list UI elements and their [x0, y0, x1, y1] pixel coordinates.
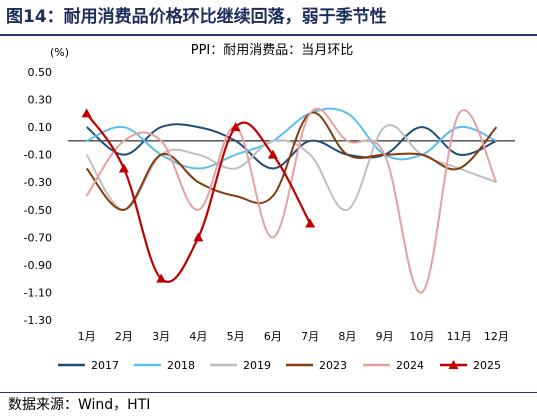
source-note: 数据来源：Wind，HTI	[8, 397, 151, 413]
legend-label-2023: 2023	[319, 359, 347, 372]
y-tick-label: -0.90	[24, 259, 52, 272]
legend: 2017 2018 2019 2023 2024 2025	[58, 359, 501, 372]
x-tick-label: 3月	[152, 330, 170, 343]
series-line-2017	[85, 123, 497, 170]
y-tick-label: -0.70	[24, 231, 52, 244]
series-line-2023	[85, 111, 498, 211]
y-tick-label: -0.10	[24, 149, 52, 162]
x-tick-label: 9月	[376, 330, 394, 343]
series-line-2024	[85, 107, 498, 294]
y-axis-unit-label: (%)	[50, 46, 69, 59]
chart: PPI：耐用消费品：当月环比 (%) 0.50 0.30 0.10 -0.10 -0.3…	[24, 43, 515, 372]
x-tick-label: 8月	[338, 330, 356, 343]
data-point-2025	[267, 149, 278, 159]
chart-title: PPI：耐用消费品：当月环比	[191, 43, 354, 58]
y-tick-label: -0.50	[24, 204, 52, 217]
legend-label-2019: 2019	[243, 359, 271, 372]
y-tick-label: -1.10	[24, 286, 52, 299]
data-point-2025	[230, 122, 241, 132]
y-tick-label: 0.50	[28, 66, 53, 79]
legend-label-2018: 2018	[167, 359, 195, 372]
data-point-2025	[156, 273, 167, 283]
y-tick-label: 0.10	[28, 121, 53, 134]
series-lines	[81, 107, 498, 294]
source-divider	[0, 392, 537, 393]
x-tick-label: 5月	[227, 330, 245, 343]
data-point-2025	[305, 218, 316, 228]
x-tick-label: 11月	[447, 330, 472, 343]
legend-label-2017: 2017	[91, 359, 119, 372]
data-point-2025	[81, 108, 92, 118]
x-axis-tick-labels: 1月 2月 3月 4月 5月 6月 7月 8月 9月 10月 11月 12月	[78, 330, 509, 343]
legend-label-2025: 2025	[473, 359, 501, 372]
x-tick-label: 1月	[78, 330, 96, 343]
y-axis-tick-labels: 0.50 0.30 0.10 -0.10 -0.30 -0.50 -0.70 -0.90 -1.…	[24, 66, 52, 327]
y-tick-label: -1.30	[24, 314, 52, 327]
x-tick-label: 4月	[189, 330, 207, 343]
x-tick-label: 12月	[484, 330, 509, 343]
y-tick-label: 0.30	[28, 94, 53, 107]
y-tick-label: -0.30	[24, 176, 52, 189]
figure-title: 图14：耐用消费品价格环比继续回落，弱于季节性	[6, 7, 387, 27]
legend-marker-2025	[448, 360, 459, 369]
title-divider	[0, 34, 537, 36]
x-tick-label: 6月	[264, 330, 282, 343]
x-tick-label: 7月	[301, 330, 319, 343]
legend-label-2024: 2024	[396, 359, 424, 372]
x-tick-label: 10月	[409, 330, 434, 343]
data-point-2025	[118, 163, 129, 173]
data-point-2025	[193, 232, 204, 242]
series-line-2018	[86, 107, 497, 170]
x-tick-label: 2月	[115, 330, 133, 343]
